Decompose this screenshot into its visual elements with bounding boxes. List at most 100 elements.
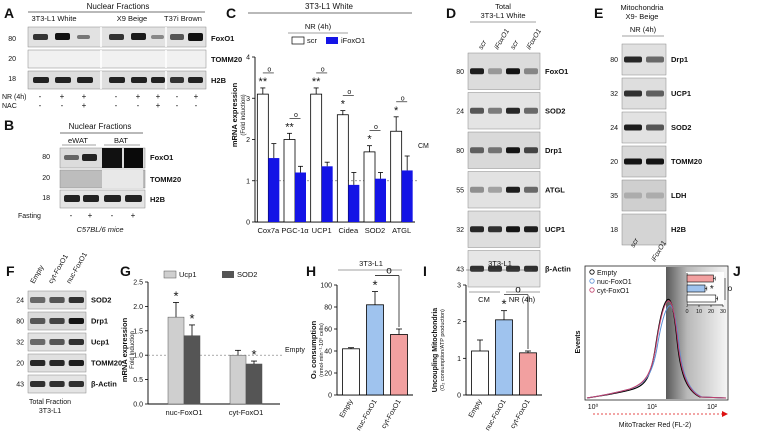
blot-band: [49, 381, 65, 387]
panel-a-blot-tomm20: [27, 49, 207, 69]
panel-b-footer: C57BL/6 mice: [76, 225, 123, 234]
bar-scr-1: [283, 139, 296, 223]
panel-j-tick-1: 10⁰: [588, 403, 599, 411]
sign: -: [176, 92, 179, 101]
panel-e: E Mitochondria X9- Beige NR (4h) 80 Drp1 3…: [594, 3, 702, 263]
significance-star: *: [189, 311, 194, 326]
bar-scr-4: [363, 151, 376, 223]
panel-h-chart: 0 20 40 60 80 100 Empty nuc-FoxO1 cyt-FoxO1 * o: [320, 266, 413, 432]
significance-star: **: [259, 76, 268, 88]
blot-band: [68, 297, 84, 303]
panel-j-ylabel: Events: [575, 330, 582, 353]
bar-scr-5: [390, 130, 403, 223]
bar-1: [495, 319, 513, 396]
legend-swatch-scr: [291, 36, 305, 45]
bar-sod2-1: [245, 363, 263, 405]
panel-b-treatment-fasting: Fasting: [18, 213, 41, 220]
blot-band: [470, 107, 484, 114]
y-tick-label: 2: [246, 137, 250, 144]
bar-ifoxo1-5: [401, 170, 413, 222]
blot-band: [470, 265, 484, 272]
x-category-label: cyt-FoxO1: [381, 398, 403, 430]
blot-band: [30, 318, 46, 324]
blot-band: [624, 192, 642, 199]
sign: +: [194, 92, 199, 101]
panel-h-top-label: 3T3-L1: [359, 259, 383, 268]
significance-star: *: [367, 134, 372, 146]
panel-i: I 3T3-L1 Uncoupling Mitochondria (O₂ con…: [423, 259, 542, 432]
y-tick-label: 1: [246, 178, 250, 185]
panel-a-treatment-nac: NAC: [2, 103, 17, 110]
significance-circle: o: [267, 66, 271, 73]
panel-d-condition-cm: CM: [478, 295, 490, 304]
protein-label: LDH: [671, 191, 686, 200]
y-tick-label: 3: [246, 96, 250, 103]
bar-0: [342, 348, 360, 396]
x-category-label: PGC-1α: [281, 226, 309, 235]
bar-scr-0: [256, 93, 269, 223]
molecular-weight-marker: 80: [456, 148, 464, 155]
x-category-label: Empty: [339, 398, 355, 419]
bar-1: [366, 304, 384, 396]
sign: +: [156, 92, 161, 101]
bar-0: [471, 350, 489, 396]
significance-star: *: [372, 278, 377, 293]
panel-b-group-ewat: eWAT: [68, 136, 88, 145]
blot-band: [488, 68, 502, 75]
panel-b-blot-h2b: [59, 189, 146, 209]
x-category-label: UCP1: [312, 226, 332, 235]
significance-circle: o: [386, 266, 392, 277]
significance-circle: o: [515, 285, 521, 296]
protein-label: SOD2: [671, 123, 691, 132]
bar-ifoxo1-3: [348, 184, 360, 222]
panel-g: G Ucp1 SOD2 mRNA expression Fold Inducti…: [120, 263, 305, 417]
sign: -: [115, 101, 118, 110]
bar-ifoxo1-1: [295, 172, 306, 222]
panel-c-reference-label: CM: [418, 143, 429, 150]
panel-g-reference-label: Empty: [285, 347, 305, 354]
legend-marker-nuc: [589, 278, 595, 284]
significance-star: *: [501, 297, 506, 312]
blot-band: [68, 318, 84, 324]
panel-d-lane-2: iFoxO1: [494, 28, 511, 51]
panel-e-header-1: Mitochondria: [621, 3, 665, 12]
panel-c-ylabel-2: (Fold induction): [241, 94, 247, 135]
x-category-label: cyt-FoxO1: [229, 408, 264, 417]
panel-a-protein-foxo1: FoxO1: [211, 34, 234, 43]
blot-band: [646, 192, 664, 199]
blot-band: [488, 107, 502, 114]
panel-i-ylabel-2: (O₂ consumption/ATP production): [440, 309, 446, 391]
blot-band: [506, 107, 520, 114]
sign: -: [61, 101, 64, 110]
protein-label: UCP1: [545, 225, 565, 234]
panel-j-letter: J: [733, 263, 741, 279]
significance-circle: o: [347, 89, 351, 96]
inset-x-tick-label: 20: [708, 309, 714, 315]
legend-swatch-sod2: [222, 271, 234, 278]
panel-j-legend: Empty nuc-FoxO1 cyt-FoxO1: [589, 269, 632, 295]
significance-circle: o: [374, 124, 378, 131]
panel-a-blot-foxo1: [27, 26, 207, 48]
panel-a-marker-3: 18: [8, 76, 16, 83]
panel-j-tick-3: 10²: [707, 404, 718, 411]
panel-d-lane-4: iFoxO1: [526, 28, 543, 51]
blot-band: [506, 68, 520, 75]
panel-g-chart: 0.0 0.5 1.0 1.5 2.0 2.5 * * nuc-FoxO1 * cyt-FoxO1: [133, 280, 284, 417]
panel-j-inset-chart: 0 10 20 30 * o: [685, 272, 733, 315]
y-tick-label: 80: [324, 305, 332, 312]
panel-g-legend-sod2: SOD2: [237, 270, 257, 279]
inset-bar-2: [686, 294, 717, 303]
x-category-label: nuc-FoxO1: [355, 398, 378, 432]
panel-a-group-beige: X9 Beige: [117, 14, 147, 23]
panel-j-legend-empty: Empty: [597, 270, 617, 277]
panel-b-protein-h2b: H2B: [150, 195, 166, 204]
protein-label: SOD2: [91, 296, 111, 305]
blot-band: [30, 339, 46, 345]
blot-band: [488, 226, 502, 233]
y-tick-label: 100: [320, 283, 332, 290]
protein-label: TOMM20: [671, 157, 702, 166]
panel-a-header: Nuclear Fractions: [87, 2, 150, 11]
molecular-weight-marker: 32: [16, 340, 24, 347]
panel-h-ylabel-2: (nmol·min⁻¹·10⁶ cells): [318, 323, 325, 377]
